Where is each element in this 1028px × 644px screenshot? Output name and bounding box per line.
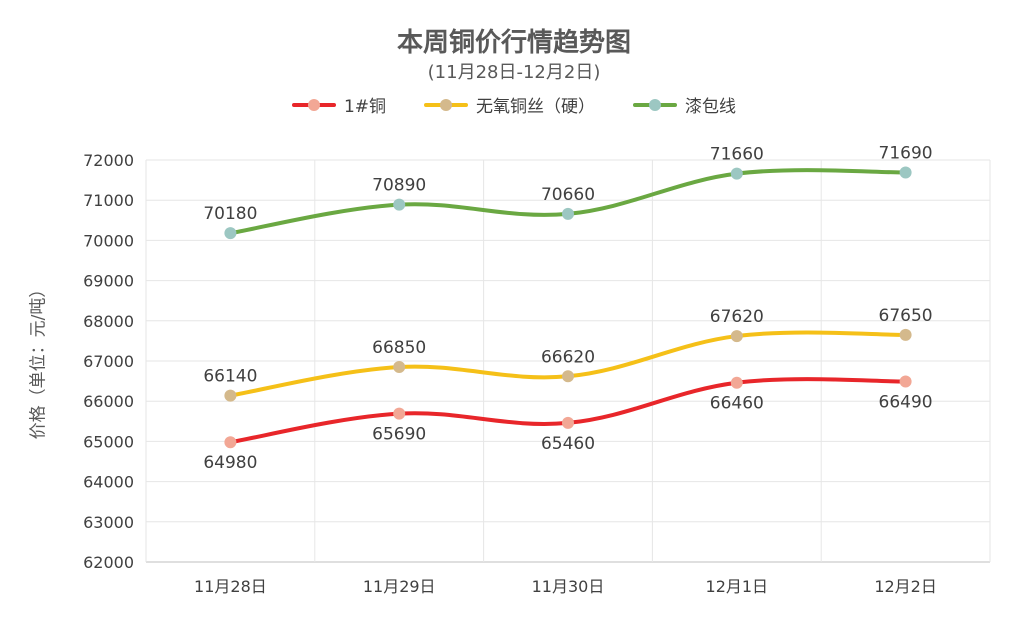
chart-subtitle: (11月28日-12月2日) bbox=[427, 62, 601, 83]
legend-swatch bbox=[424, 98, 469, 112]
data-label: 71690 bbox=[879, 143, 933, 163]
data-point bbox=[562, 416, 574, 429]
y-tick-label: 68000 bbox=[83, 312, 134, 331]
data-point bbox=[730, 330, 743, 343]
chart-title: 本周铜价行情趋势图 bbox=[396, 28, 631, 58]
data-point bbox=[730, 376, 743, 389]
data-point bbox=[562, 207, 574, 220]
data-point bbox=[899, 375, 912, 388]
y-tick-label: 67000 bbox=[83, 352, 134, 371]
data-label: 67620 bbox=[710, 307, 764, 327]
data-point bbox=[562, 370, 574, 383]
data-label: 65690 bbox=[372, 425, 426, 445]
data-label: 66490 bbox=[879, 393, 933, 413]
data-point bbox=[393, 198, 406, 211]
data-label: 70180 bbox=[203, 204, 257, 224]
y-tick-label: 72000 bbox=[83, 151, 134, 170]
data-point bbox=[224, 389, 237, 402]
data-label: 67650 bbox=[879, 306, 933, 326]
x-tick-label: 11月29日 bbox=[363, 577, 436, 596]
data-point bbox=[224, 227, 237, 240]
x-tick-label: 11月28日 bbox=[194, 577, 267, 596]
data-point bbox=[899, 166, 912, 179]
y-tick-label: 70000 bbox=[83, 231, 134, 250]
series-line-0 bbox=[228, 377, 908, 445]
data-label: 66850 bbox=[372, 338, 426, 358]
data-point bbox=[899, 328, 912, 341]
data-label: 65460 bbox=[541, 434, 595, 454]
data-label: 71660 bbox=[710, 145, 764, 165]
y-tick-label: 63000 bbox=[83, 513, 134, 532]
legend-label: 漆包线 bbox=[685, 97, 737, 117]
x-tick-label: 12月2日 bbox=[874, 577, 937, 596]
data-label: 66140 bbox=[203, 367, 257, 387]
y-tick-label: 65000 bbox=[83, 432, 134, 451]
chart-legend: 1#铜 无氧铜丝（硬） 漆包线 bbox=[0, 92, 1028, 117]
data-point bbox=[730, 167, 743, 180]
data-label: 70660 bbox=[541, 185, 595, 205]
legend-label: 1#铜 bbox=[343, 97, 387, 117]
legend-label: 无氧铜丝（硬） bbox=[476, 97, 596, 117]
y-tick-label: 66000 bbox=[83, 392, 134, 411]
x-tick-label: 12月1日 bbox=[706, 577, 769, 596]
data-point bbox=[393, 361, 406, 374]
data-label: 66460 bbox=[710, 394, 764, 414]
legend-item-series-2[interactable]: 漆包线 bbox=[633, 92, 736, 117]
data-point bbox=[393, 407, 406, 420]
y-tick-label: 64000 bbox=[83, 473, 134, 492]
legend-item-series-1[interactable]: 无氧铜丝（硬） bbox=[424, 92, 595, 117]
y-tick-label: 69000 bbox=[83, 272, 134, 291]
data-label: 70890 bbox=[372, 176, 426, 196]
legend-swatch bbox=[633, 98, 678, 112]
x-tick-label: 11月30日 bbox=[532, 577, 605, 596]
data-point bbox=[224, 436, 237, 449]
legend-item-series-0[interactable]: 1#铜 bbox=[291, 92, 387, 117]
data-label: 64980 bbox=[203, 453, 257, 473]
legend-swatch bbox=[291, 98, 336, 112]
y-tick-label: 71000 bbox=[83, 191, 134, 210]
data-label: 66620 bbox=[541, 347, 595, 367]
y-tick-label: 62000 bbox=[83, 553, 134, 572]
